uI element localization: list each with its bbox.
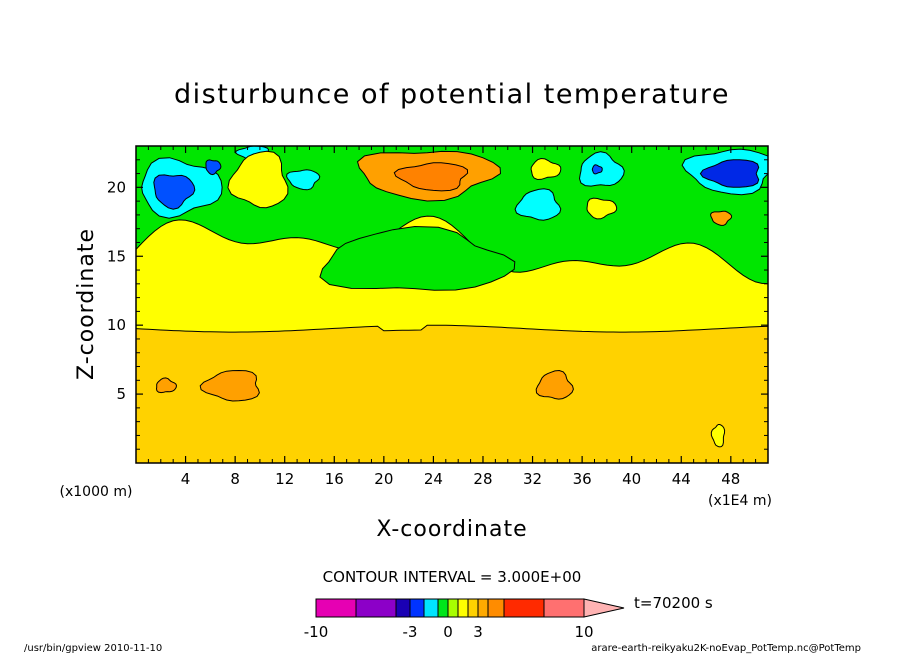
contour-region-darkblue-11 [699,159,760,188]
x-tick-label-24: 24 [424,470,443,488]
plot-frame [135,145,769,464]
colorbar-segment-8 [467,598,479,618]
x-tick-label-36: 36 [573,470,592,488]
x-axis: 4 8 12 16 20 24 28 32 36 40 44 48 [147,146,757,488]
contour-region-yellow-2 [136,324,768,463]
contour-region-lightyellow-23 [710,424,726,448]
colorbar-segment-12 [543,598,585,618]
time-label: t=70200 s [634,594,713,612]
contour-interval-text: CONTOUR INTERVAL = 3.000E+00 [323,568,582,586]
contour-region-green-19 [319,225,516,291]
x-tick-label-20: 20 [374,470,393,488]
contour-region-cyan-16 [286,169,321,191]
x-tick-label-40: 40 [622,470,641,488]
x-unit-label: (x1000 m) [60,484,133,500]
colorbar-segment-0 [315,598,357,618]
colorbar-label-3: 3 [473,623,483,641]
contour-region-lightyellow-21 [586,197,618,220]
footer-left: /usr/bin/gpview 2010-11-10 [24,643,162,654]
contour-region-orange-6 [535,369,574,400]
y-tick-label-5: 5 [116,385,126,403]
contour-fills [136,146,768,463]
colorbar-segment-3 [409,598,425,618]
colorbar-segment-2 [395,598,411,618]
colorbar-segment-5 [437,598,449,618]
colorbar-segment-6 [447,598,459,618]
contour-region-cyan-12 [514,188,562,221]
colorbar-segment-10 [487,598,505,618]
contour-region-lightyellow-20 [530,157,562,181]
colorbar-segment-1 [355,598,397,618]
contour-region-orange-5 [199,369,260,402]
colorbar-segment-4 [423,598,439,618]
colorbar-label-0: -10 [304,623,329,641]
chart-title: disturbunce of potential temperature [174,79,730,110]
y-tick-label-20: 20 [107,178,126,196]
colorbar-segment-9 [477,598,489,618]
x-tick-label-8: 8 [230,470,240,488]
contour-region-blue-9 [153,174,196,210]
y-tick-label-10: 10 [107,316,126,334]
x-axis-label: X-coordinate [376,517,527,542]
x-tick-label-28: 28 [473,470,492,488]
y-axis: 5 10 15 20 [107,159,768,450]
x-tick-label-44: 44 [672,470,691,488]
y-tick-label-15: 15 [107,247,126,265]
contour-region-blue-15 [205,159,222,176]
colorbar-segment-7 [457,598,469,618]
footer-right: arare-earth-reikyaku2K-noEvap_PotTemp.nc… [591,643,861,654]
contour-region-blue-14 [591,164,603,175]
colorbar-segment-11 [503,598,545,618]
contour-region-darkorange-4 [393,162,469,192]
contour-region-orange-22 [710,210,733,226]
x-scale-note: (x1E4 m) [708,493,772,509]
x-tick-label-12: 12 [275,470,294,488]
colorbar: -10 -3 0 3 10 [304,598,625,641]
colorbar-label-1: -3 [403,623,418,641]
contour-region-lightyellow-18 [227,150,289,209]
x-tick-label-4: 4 [181,470,191,488]
colorbar-label-2: 0 [443,623,453,641]
y-axis-label: Z-coordinate [74,228,99,380]
colorbar-label-4: 10 [574,623,593,641]
x-tick-label-48: 48 [721,470,740,488]
x-tick-label-32: 32 [523,470,542,488]
colorbar-arrow [583,598,625,618]
plot-area [135,145,769,464]
x-tick-label-16: 16 [325,470,344,488]
contour-region-orange-7 [155,377,178,394]
